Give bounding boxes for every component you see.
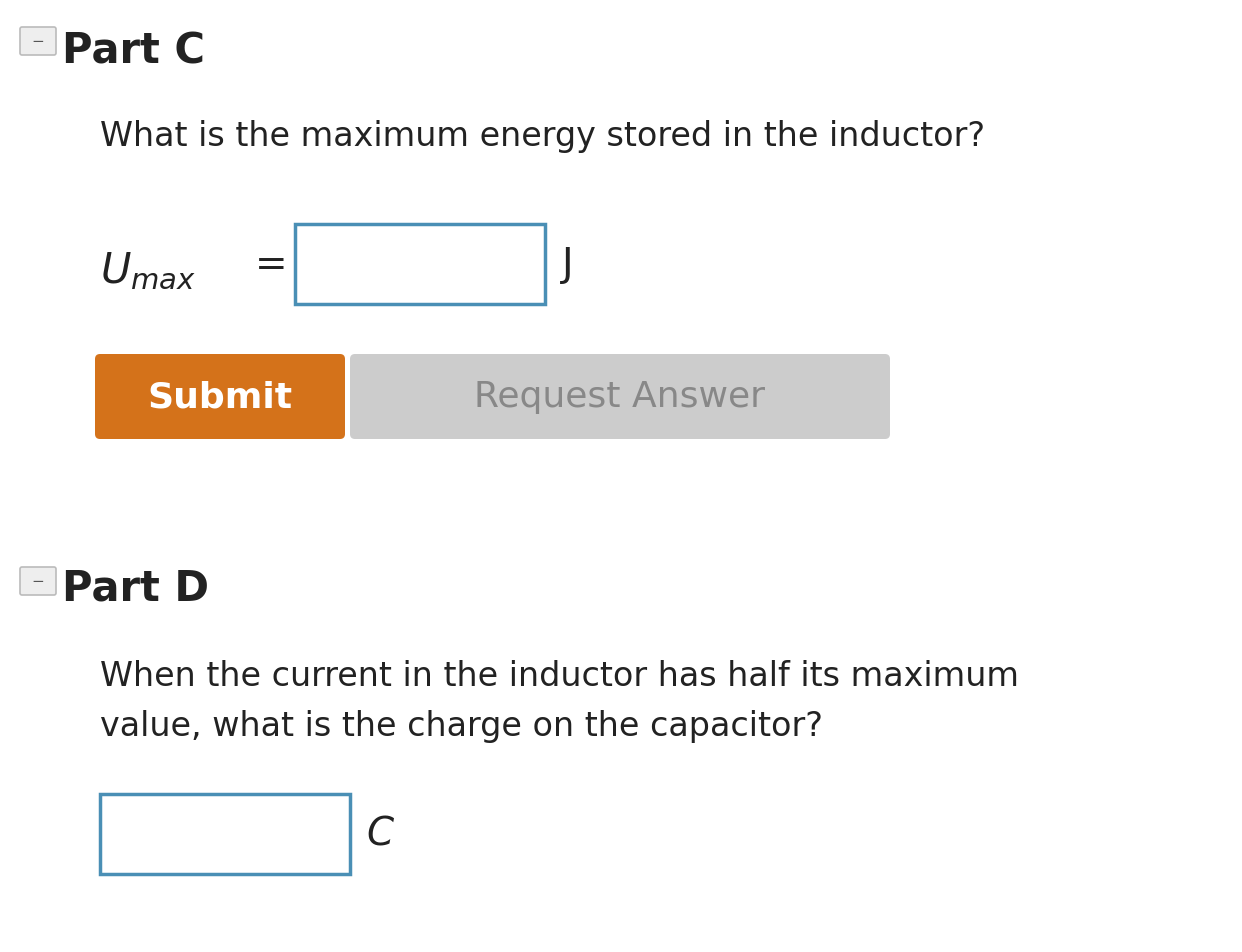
Text: When the current in the inductor has half its maximum: When the current in the inductor has hal…: [101, 660, 1018, 692]
Text: Request Answer: Request Answer: [474, 380, 765, 414]
Text: Submit: Submit: [148, 380, 293, 414]
Text: C: C: [366, 815, 394, 853]
FancyBboxPatch shape: [350, 355, 891, 440]
Text: −: −: [31, 34, 45, 50]
Text: $\mathit{U}_{max}$: $\mathit{U}_{max}$: [101, 249, 196, 291]
FancyBboxPatch shape: [20, 567, 56, 595]
Text: value, what is the charge on the capacitor?: value, what is the charge on the capacit…: [101, 709, 823, 743]
FancyBboxPatch shape: [94, 355, 345, 440]
FancyBboxPatch shape: [296, 225, 545, 305]
Text: J: J: [561, 246, 574, 284]
Text: Part C: Part C: [62, 30, 205, 72]
FancyBboxPatch shape: [20, 28, 56, 56]
Text: What is the maximum energy stored in the inductor?: What is the maximum energy stored in the…: [101, 120, 985, 153]
Text: =: =: [255, 246, 288, 284]
FancyBboxPatch shape: [101, 794, 350, 874]
Text: −: −: [31, 574, 45, 589]
Text: Part D: Part D: [62, 567, 209, 609]
